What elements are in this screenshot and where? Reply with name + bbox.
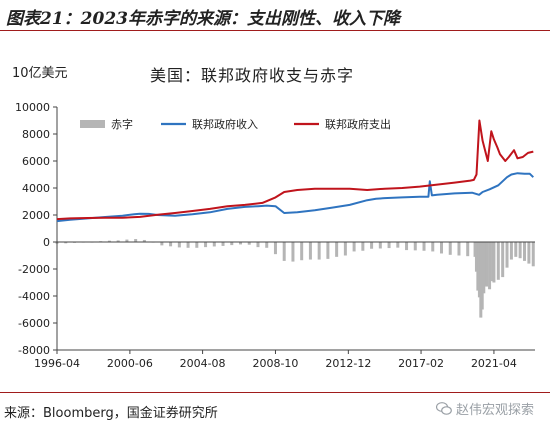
deficit-bar (480, 242, 484, 310)
deficit-bar (125, 239, 129, 242)
x-tick-label: 2000-06 (107, 357, 153, 370)
deficit-bar (300, 242, 304, 261)
deficit-bar (488, 242, 492, 290)
y-tick-label: 0 (43, 236, 50, 249)
y-tick-label: 2000 (22, 209, 50, 222)
deficit-bar (64, 242, 68, 244)
deficit-bar (466, 242, 470, 257)
wechat-icon (436, 402, 452, 415)
deficit-bar (142, 239, 146, 242)
deficit-bar (177, 242, 181, 248)
deficit-bar (496, 242, 500, 280)
x-tick-label: 2017-02 (398, 357, 444, 370)
deficit-bar (431, 242, 435, 252)
y-tick-label: 10000 (15, 101, 50, 114)
deficit-bar (370, 242, 374, 249)
unit-label: 10亿美元 (12, 66, 68, 81)
deficit-bar (448, 242, 452, 255)
deficit-bar (352, 242, 356, 252)
deficit-bar (230, 242, 234, 246)
x-tick-label: 2008-10 (252, 357, 298, 370)
deficit-bar (396, 242, 400, 248)
y-tick-label: -2000 (18, 263, 50, 276)
series-lines (56, 119, 534, 223)
y-tick-label: 4000 (22, 182, 50, 195)
figure-title: 图表21：2023年赤字的来源：支出刚性、收入下降 (6, 9, 400, 29)
x-tick-label: 2012-12 (325, 357, 371, 370)
deficit-bar (457, 242, 461, 256)
deficit-bar (505, 242, 509, 268)
deficit-bar (317, 242, 321, 260)
deficit-bar (523, 242, 527, 261)
watermark-text: 赵伟宏观探索 (456, 403, 535, 418)
deficit-bar (169, 242, 173, 247)
deficit-bar (326, 242, 330, 259)
legend-item-expenditure-label: 联邦政府支出 (325, 117, 391, 131)
source-rule (0, 392, 550, 393)
legend-item-deficit-label: 赤字 (111, 117, 133, 131)
deficit-bar (387, 242, 391, 249)
deficit-bar (361, 242, 365, 251)
deficit-bars (55, 239, 535, 318)
deficit-bar (378, 242, 382, 249)
deficit-bar (256, 242, 260, 248)
deficit-bar (273, 242, 277, 255)
deficit-bar (531, 242, 535, 267)
deficit-bar (134, 239, 138, 242)
deficit-bar (186, 242, 190, 248)
chart-axes: -8000 -6000 -4000 -2000 0 2000 4000 6000 8000 100… (15, 101, 535, 370)
deficit-bar (492, 242, 496, 283)
deficit-bar (212, 242, 216, 247)
legend-item-revenue-label: 联邦政府收入 (192, 117, 258, 131)
deficit-bar (195, 242, 199, 248)
deficit-bar (405, 242, 409, 251)
deficit-bar (514, 242, 518, 257)
deficit-bar (282, 242, 286, 261)
deficit-bar (308, 242, 312, 260)
chart-title: 美国：联邦政府收支与赤字 (150, 66, 355, 85)
deficit-bar (485, 242, 489, 287)
deficit-bar (160, 242, 164, 246)
deficit-bar (265, 242, 269, 248)
legend: 赤字 联邦政府收入 联邦政府支出 (80, 117, 391, 131)
y-tick-label: 6000 (22, 155, 50, 168)
deficit-bar (343, 242, 347, 256)
deficit-bar (335, 242, 339, 257)
y-tick-label: 8000 (22, 128, 50, 141)
deficit-bar (476, 242, 480, 291)
x-tick-label: 2004-08 (180, 357, 226, 370)
y-tick-label: -4000 (18, 290, 50, 303)
x-tick-label: 2021-04 (471, 357, 517, 370)
expenditure-line (56, 119, 534, 221)
deficit-bar (221, 242, 225, 246)
deficit-bar (116, 240, 120, 242)
deficit-bar (107, 240, 111, 242)
deficit-bar (527, 242, 531, 264)
source-note: 来源：Bloomberg，国金证券研究所 (4, 406, 218, 421)
deficit-bar (439, 242, 443, 254)
y-tick-label: -6000 (18, 317, 50, 330)
title-rule (0, 30, 550, 31)
deficit-bar (501, 242, 505, 278)
revenue-line (56, 172, 534, 223)
watermark: 赵伟宏观探索 (436, 399, 534, 418)
deficit-bar (422, 242, 426, 251)
legend-item-deficit-swatch (80, 120, 105, 128)
x-tick-label: 1996-04 (34, 357, 80, 370)
deficit-bar (239, 242, 243, 245)
deficit-bar (247, 242, 251, 245)
deficit-bar (509, 242, 513, 260)
deficit-bar (518, 242, 522, 259)
deficit-bar (413, 242, 417, 251)
y-tick-label: -8000 (18, 344, 50, 357)
deficit-bar (204, 242, 208, 248)
deficit-bar (291, 242, 295, 262)
